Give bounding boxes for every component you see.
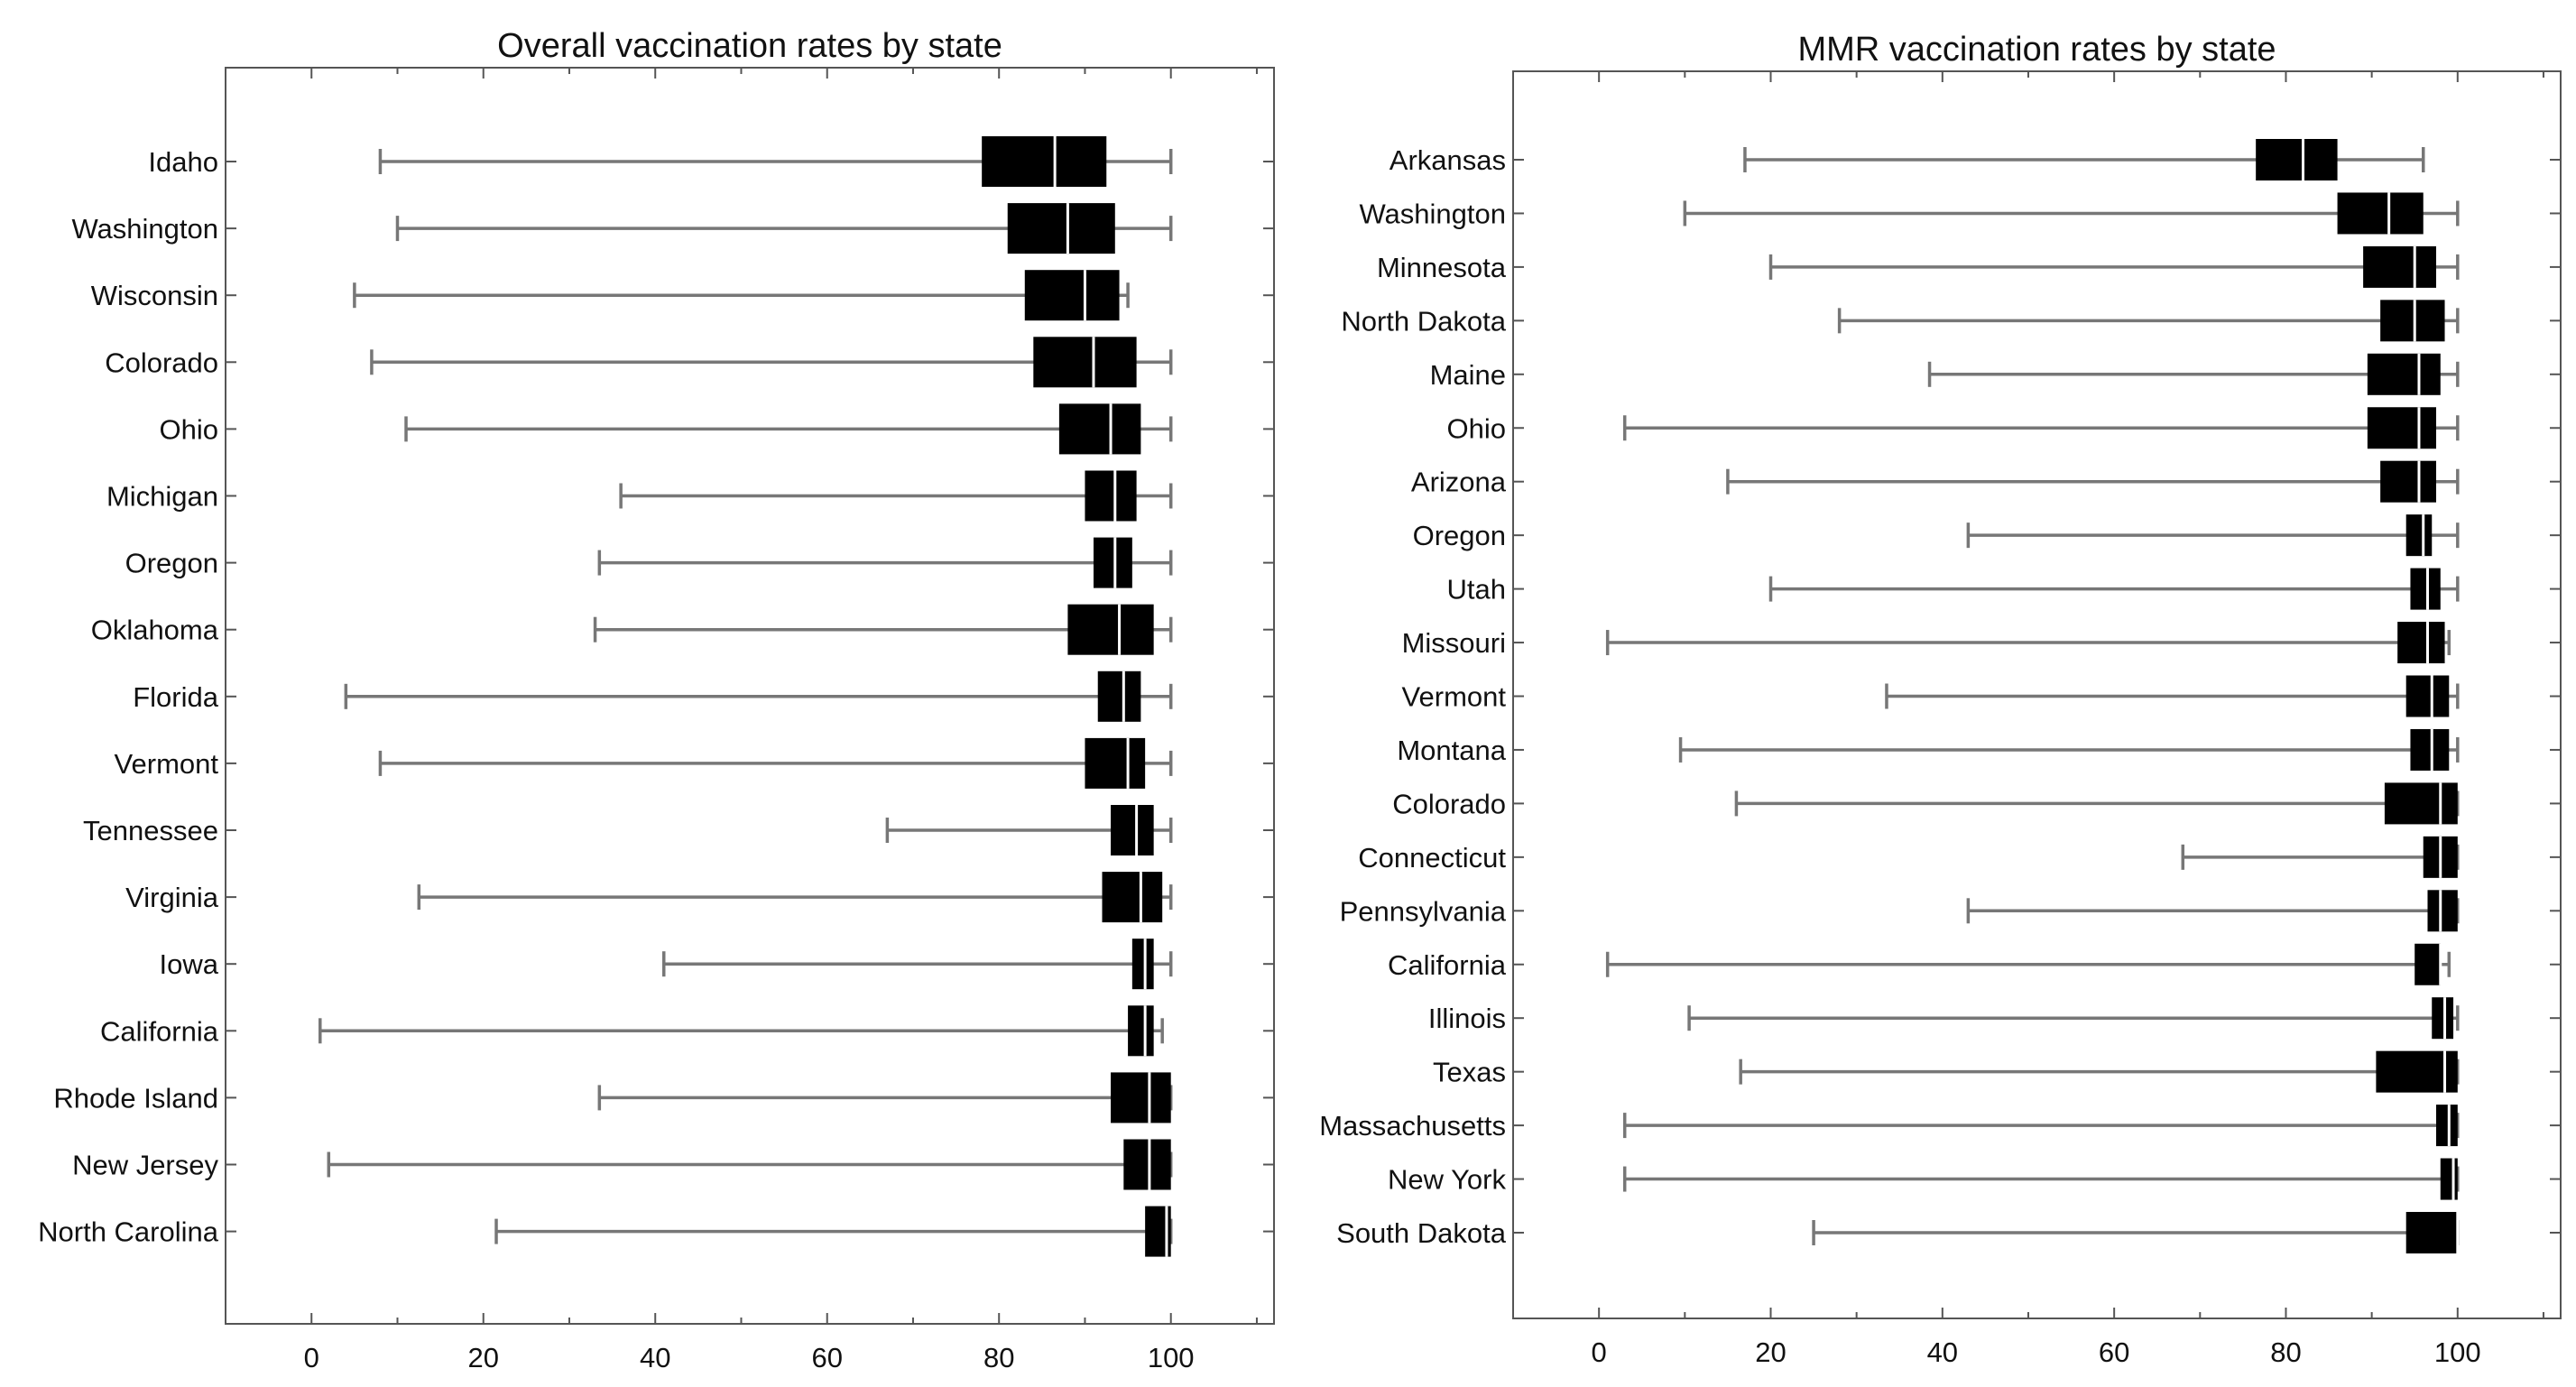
iqr-box (1058, 403, 1141, 455)
iqr-box (2410, 728, 2450, 771)
mmr-rates-panel: MMR vaccination rates by state 0 20 40 60 80 1… (1319, 31, 2562, 1368)
category-label: Ohio (1447, 412, 1506, 444)
iqr-box (1102, 872, 1163, 923)
category-label: California (1388, 949, 1507, 981)
category-label: Wisconsin (91, 280, 218, 311)
x-tick-label: 100 (1148, 1342, 1195, 1373)
x-tick-label: 0 (1592, 1336, 1607, 1368)
category-label: Arizona (1411, 467, 1507, 498)
x-tick-label: 40 (1927, 1336, 1958, 1368)
category-label: North Carolina (38, 1216, 219, 1248)
category-label: Colorado (105, 347, 218, 378)
category-label: North Dakota (1341, 305, 1506, 337)
category-label: Vermont (1402, 681, 1507, 713)
category-label: New Jersey (72, 1150, 218, 1181)
iqr-box (2427, 890, 2458, 932)
category-label: Vermont (115, 748, 219, 780)
iqr-box (1128, 1005, 1154, 1057)
category-label: Michigan (106, 481, 218, 513)
plot-frame (1512, 70, 2562, 1319)
iqr-box (2440, 1158, 2458, 1200)
category-label: Tennessee (83, 815, 218, 846)
category-label: Pennsylvania (1340, 895, 1507, 927)
category-label: Texas (1433, 1057, 1506, 1088)
iqr-box (2405, 1212, 2458, 1253)
iqr-box (982, 136, 1107, 187)
x-tick-label: 20 (1755, 1336, 1786, 1368)
chart-title: Overall vaccination rates by state (497, 27, 1002, 65)
chart-title: MMR vaccination rates by state (1797, 31, 2276, 69)
iqr-box (2380, 460, 2437, 503)
iqr-box (1097, 670, 1141, 722)
category-label: Oregon (1413, 520, 1506, 551)
category-label: Oklahoma (91, 615, 219, 646)
x-tick-label: 20 (467, 1342, 498, 1373)
iqr-box (2414, 943, 2441, 985)
x-tick-label: 80 (2270, 1336, 2301, 1368)
category-label: Connecticut (1358, 842, 1506, 874)
category-label: California (100, 1015, 219, 1047)
iqr-box (1093, 537, 1132, 588)
category-label: Massachusetts (1319, 1110, 1506, 1142)
x-tick-label: 0 (304, 1342, 319, 1373)
category-label: Oregon (125, 548, 218, 579)
category-label: Illinois (1428, 1003, 1506, 1034)
iqr-box (2432, 997, 2454, 1040)
category-label: Utah (1447, 574, 1506, 606)
iqr-box (1033, 337, 1137, 388)
x-tick-label: 100 (2434, 1336, 2481, 1368)
iqr-box (2405, 514, 2433, 557)
category-label: Ohio (160, 413, 218, 445)
iqr-box (1123, 1139, 1171, 1190)
category-label: South Dakota (1336, 1217, 1507, 1249)
iqr-box (2363, 245, 2437, 288)
category-label: Rhode Island (53, 1082, 218, 1114)
iqr-box (1111, 805, 1154, 855)
x-tick-label: 40 (640, 1342, 670, 1373)
category-label: Virginia (125, 882, 219, 913)
iqr-box (2405, 675, 2450, 717)
category-label: Iowa (160, 948, 219, 980)
iqr-box (2397, 622, 2445, 664)
category-label: Maine (1430, 359, 1506, 391)
iqr-box (1067, 604, 1154, 655)
iqr-box (1024, 270, 1120, 321)
iqr-box (2367, 407, 2437, 449)
iqr-box (2337, 192, 2424, 235)
iqr-box (2256, 139, 2338, 180)
category-label: Colorado (1392, 788, 1506, 819)
iqr-box (1007, 203, 1115, 254)
iqr-box (2436, 1105, 2458, 1147)
category-label: Montana (1397, 735, 1506, 766)
iqr-box (2380, 300, 2445, 342)
category-label: Washington (1359, 198, 1506, 229)
x-tick-label: 60 (2099, 1336, 2129, 1368)
iqr-box (1085, 470, 1137, 522)
iqr-box (2367, 353, 2441, 395)
category-label: New York (1388, 1164, 1506, 1196)
category-label: Washington (71, 213, 218, 245)
category-label: Missouri (1402, 627, 1506, 659)
iqr-box (1085, 737, 1146, 789)
iqr-box (2384, 782, 2458, 825)
x-tick-label: 60 (811, 1342, 842, 1373)
iqr-box (1131, 939, 1154, 990)
category-label: Arkansas (1390, 144, 1506, 176)
category-label: Florida (133, 681, 219, 713)
category-label: Idaho (148, 146, 218, 178)
iqr-box (2410, 568, 2441, 610)
overall-rates-panel: Overall vaccination rates by state 0 20 40 6… (38, 27, 1275, 1373)
category-label: Minnesota (1377, 252, 1507, 283)
x-tick-label: 80 (983, 1342, 1014, 1373)
iqr-box (1111, 1072, 1171, 1123)
